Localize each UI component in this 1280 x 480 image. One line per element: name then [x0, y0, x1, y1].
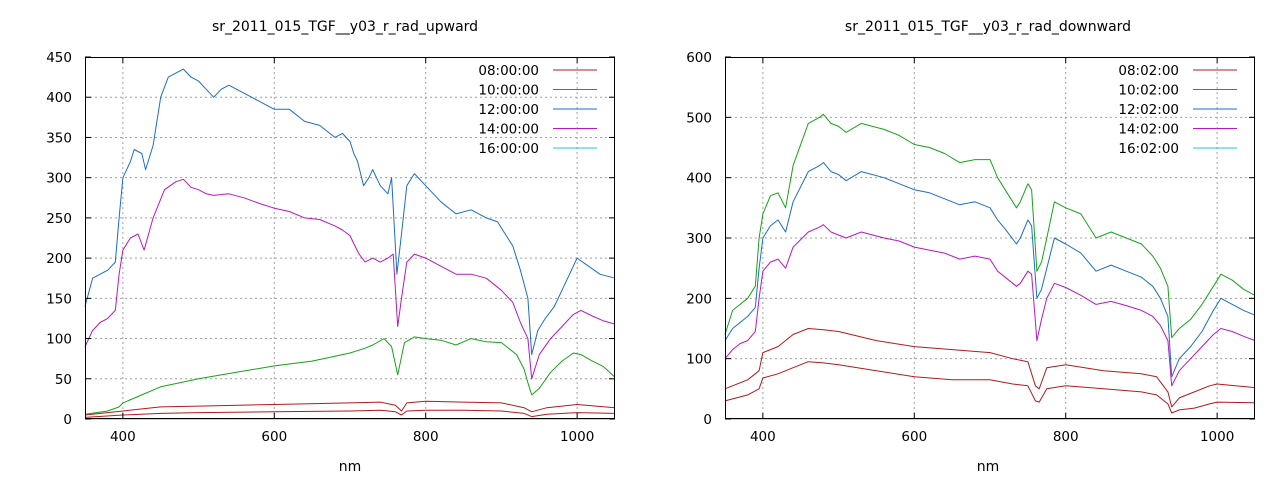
y-tick-label: 100	[686, 352, 712, 368]
legend-label: 14:00:00	[478, 122, 539, 138]
legend-label: 10:02:00	[1118, 83, 1179, 99]
series-line-1	[724, 361, 1256, 414]
legend-label: 08:00:00	[478, 63, 539, 79]
series-line-4	[84, 178, 616, 380]
y-tick-label: 600	[686, 50, 712, 66]
y-tick-label: 350	[46, 130, 72, 146]
chart-downward: sr_2011_015_TGF__y03_r_rad_downward nm 4…	[686, 19, 1256, 475]
y-tick-label: 0	[703, 412, 712, 428]
x-tick-label: 800	[1053, 429, 1079, 445]
y-tick-label: 400	[686, 171, 712, 187]
y-tick-label: 250	[46, 211, 72, 227]
series-line-0	[724, 328, 1256, 408]
plot-frame	[85, 57, 615, 419]
y-tick-label: 300	[46, 171, 72, 187]
y-tick-label: 150	[46, 291, 72, 307]
chart-panel-downward: sr_2011_015_TGF__y03_r_rad_downward nm 4…	[640, 0, 1280, 480]
chart-title: sr_2011_015_TGF__y03_r_rad_downward	[845, 19, 1131, 35]
axis-ticks: 400 600 800 1000 0 50 100 150 200 250 300 350 400 450	[46, 50, 615, 445]
chart-upward: sr_2011_015_TGF__y03_r_rad_upward nm 400…	[46, 19, 616, 475]
legend: 08:00:00 10:00:00 12:00:00 14:00:00 16:00:00	[478, 63, 597, 157]
y-tick-label: 200	[686, 291, 712, 307]
chart-title: sr_2011_015_TGF__y03_r_rad_upward	[212, 19, 478, 35]
series-line-1	[84, 409, 616, 418]
x-tick-label: 1000	[1200, 429, 1234, 445]
legend-label: 12:00:00	[478, 102, 539, 118]
y-tick-label: 50	[55, 372, 72, 388]
series-line-3	[724, 162, 1256, 378]
y-tick-label: 400	[46, 90, 72, 106]
series-line-3	[84, 68, 616, 356]
chart-panel-upward: sr_2011_015_TGF__y03_r_rad_upward nm 400…	[46, 19, 616, 475]
y-tick-label: 500	[686, 110, 712, 126]
y-tick-label: 0	[63, 412, 72, 428]
legend-label: 12:02:00	[1118, 102, 1179, 118]
legend-label: 08:02:00	[1118, 63, 1179, 79]
x-tick-label: 600	[261, 429, 287, 445]
series-line-2	[724, 113, 1256, 339]
x-axis-label: nm	[977, 459, 1000, 475]
series-group	[724, 113, 1256, 420]
x-tick-label: 800	[413, 429, 439, 445]
legend: 08:02:00 10:02:00 12:02:00 14:02:00 16:02:00	[1118, 63, 1237, 157]
axis-ticks: 400 600 800 1000 0 100 200 300 400 500 600	[686, 50, 1255, 445]
x-tick-label: 400	[750, 429, 776, 445]
x-tick-label: 400	[110, 429, 136, 445]
x-axis-label: nm	[339, 459, 362, 475]
y-tick-label: 450	[46, 50, 72, 66]
legend-label: 14:02:00	[1118, 122, 1179, 138]
y-tick-label: 300	[686, 231, 712, 247]
legend-label: 16:00:00	[478, 141, 539, 157]
legend-label: 16:02:00	[1118, 141, 1179, 157]
y-tick-label: 200	[46, 251, 72, 267]
x-tick-label: 1000	[560, 429, 594, 445]
series-line-4	[724, 224, 1256, 387]
legend-label: 10:00:00	[478, 83, 539, 99]
series-line-2	[84, 336, 616, 415]
x-tick-label: 600	[901, 429, 927, 445]
y-tick-label: 100	[46, 332, 72, 348]
series-line-0	[84, 400, 616, 416]
